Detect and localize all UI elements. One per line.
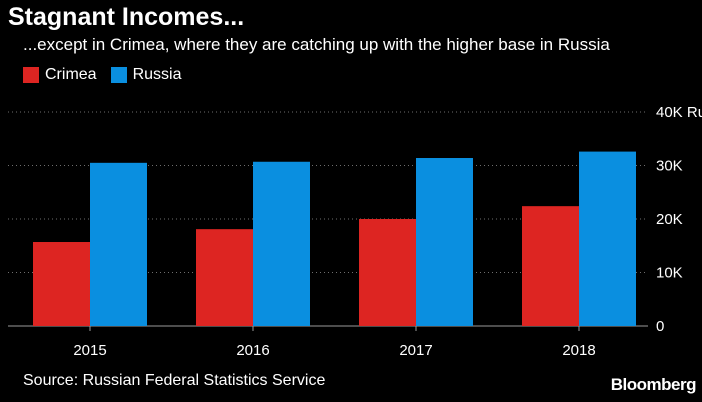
y-tick-label: 30K bbox=[656, 158, 683, 175]
chart-title: Stagnant Incomes... bbox=[8, 3, 245, 31]
legend-swatch-crimea bbox=[23, 67, 39, 83]
bar-russia-2015 bbox=[90, 162, 147, 326]
y-tick-label: 0 bbox=[656, 318, 664, 335]
bar-crimea-2017 bbox=[359, 219, 416, 326]
bloomberg-logo: Bloomberg bbox=[610, 375, 697, 394]
x-tick-label: 2015 bbox=[73, 342, 106, 359]
y-tick-label: 40K Rub bbox=[656, 104, 702, 121]
legend-item-crimea: Crimea bbox=[23, 66, 97, 84]
bar-russia-2018 bbox=[579, 151, 636, 326]
y-tick-label: 10K bbox=[656, 265, 683, 282]
x-tick-label: 2016 bbox=[236, 342, 269, 359]
bar-crimea-2016 bbox=[196, 229, 253, 326]
bar-crimea-2015 bbox=[33, 242, 90, 326]
bar-russia-2017 bbox=[416, 158, 473, 326]
bar-crimea-2018 bbox=[522, 206, 579, 326]
bar-russia-2016 bbox=[253, 161, 310, 326]
legend-item-russia: Russia bbox=[110, 66, 182, 84]
legend-label-russia: Russia bbox=[132, 66, 182, 83]
y-tick-label: 20K bbox=[656, 211, 683, 228]
x-tick-label: 2018 bbox=[562, 342, 595, 359]
chart-subtitle: ...except in Crimea, where they are catc… bbox=[23, 35, 610, 54]
source-note: Source: Russian Federal Statistics Servi… bbox=[23, 372, 326, 389]
legend-swatch-russia bbox=[110, 67, 127, 83]
legend: Crimea Russia bbox=[23, 66, 195, 84]
x-tick-label: 2017 bbox=[399, 342, 432, 359]
legend-label-crimea: Crimea bbox=[45, 66, 97, 83]
